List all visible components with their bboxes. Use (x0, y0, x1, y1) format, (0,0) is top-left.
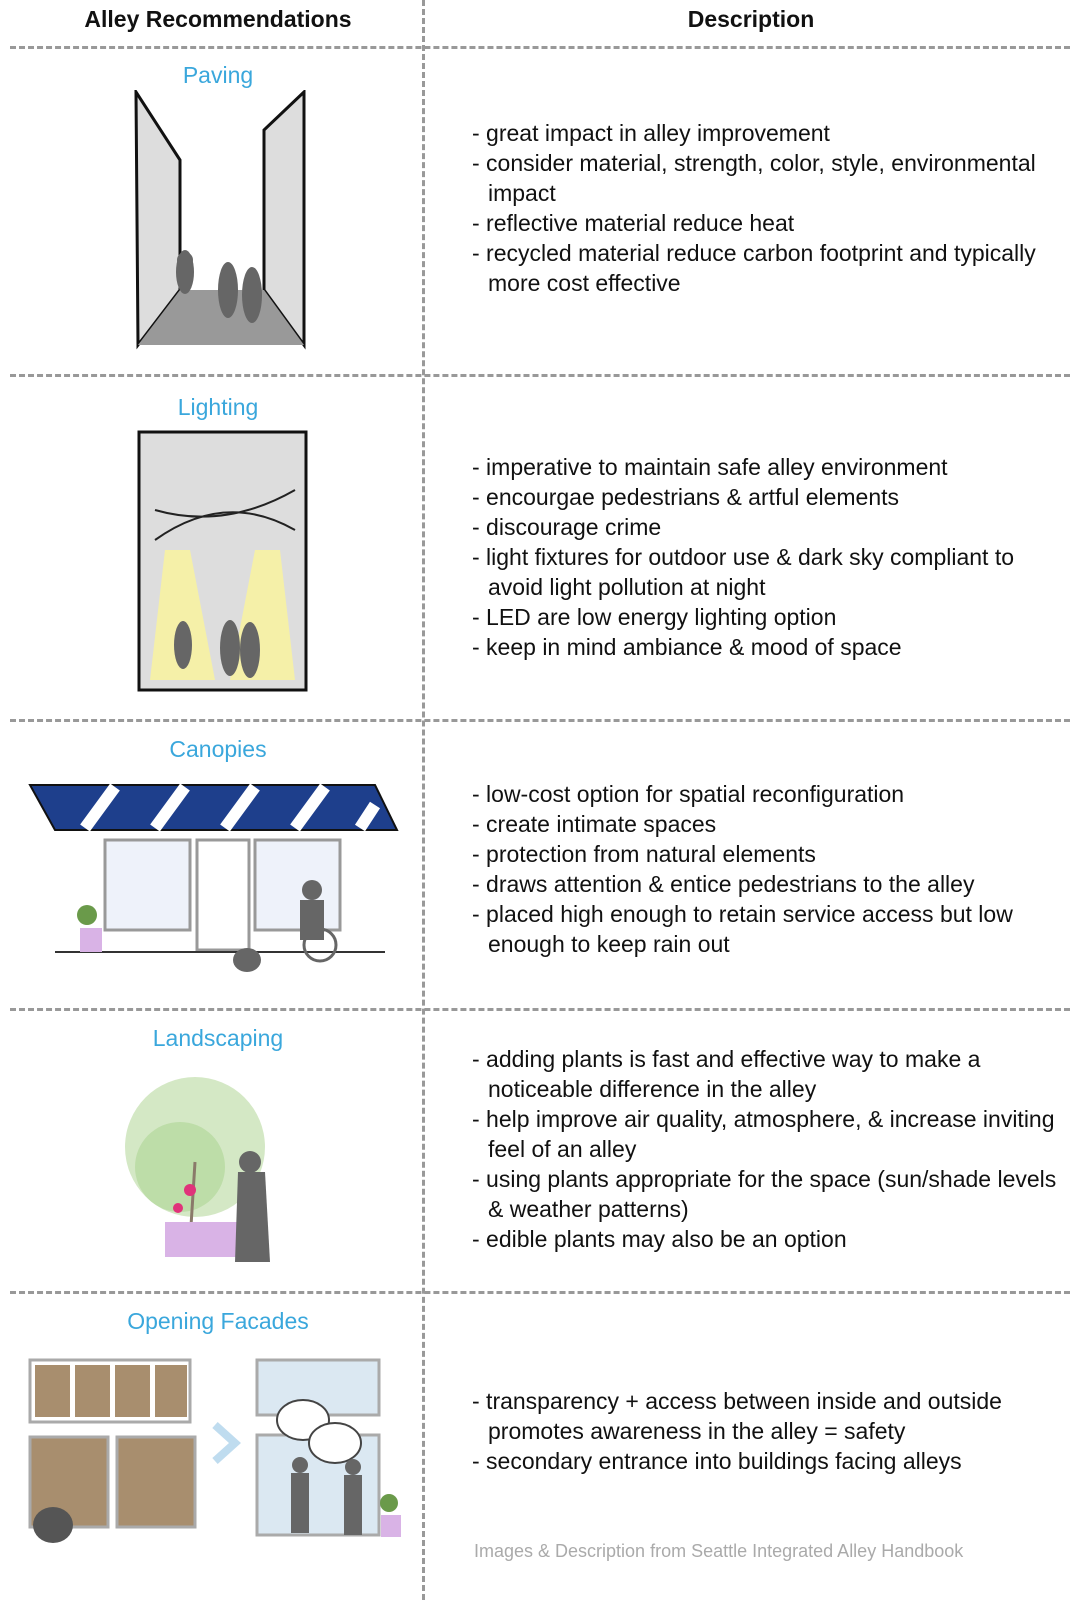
row-title: Lighting (177, 394, 259, 420)
lighting-illustration (137, 430, 308, 692)
description-item: - protection from natural elements (472, 841, 816, 867)
description: - great impact in alley improvement - con… (472, 118, 1072, 298)
row-divider (10, 1291, 1070, 1294)
description: - adding plants is fast and effective wa… (472, 1044, 1072, 1254)
description: - transparency + access between inside a… (472, 1386, 1072, 1476)
description-item: - encourgae pedestrians & artful element… (472, 484, 900, 510)
row-divider (10, 1008, 1070, 1011)
canopies-illustration (28, 783, 399, 972)
row-divider (10, 374, 1070, 377)
description-item: - secondary entrance into buildings faci… (472, 1448, 962, 1474)
description-item: - transparency + access between inside a… (472, 1388, 1002, 1444)
description-item: - placed high enough to retain service a… (472, 901, 1013, 957)
column-divider (422, 0, 425, 1600)
description-item: - help improve air quality, atmosphere, … (472, 1106, 1055, 1162)
description-item: - imperative to maintain safe alley envi… (472, 454, 948, 480)
description-item: - keep in mind ambiance & mood of space (472, 634, 902, 660)
row-divider (10, 719, 1070, 722)
description-item: - consider material, strength, color, st… (472, 150, 1036, 206)
facades-illustration (28, 1358, 401, 1543)
paving-illustration (134, 90, 306, 350)
description-item: - discourage crime (472, 514, 662, 540)
description-item: - LED are low energy lighting option (472, 604, 837, 630)
description: - imperative to maintain safe alley envi… (472, 452, 1072, 662)
description-item: - create intimate spaces (472, 811, 717, 837)
footer-credit: Images & Description from Seattle Integr… (474, 1541, 964, 1561)
description-item: - light fixtures for outdoor use & dark … (472, 544, 1015, 600)
row-title: Canopies (169, 736, 267, 762)
description-item: - adding plants is fast and effective wa… (472, 1046, 981, 1102)
column-header: Alley Recommendations (84, 6, 352, 32)
description-item: - reflective material reduce heat (472, 210, 795, 236)
column-header: Description (687, 6, 815, 32)
description-item: - recycled material reduce carbon footpr… (472, 240, 1036, 296)
description-item: - using plants appropriate for the space… (472, 1166, 1057, 1222)
row-title: Landscaping (152, 1025, 284, 1051)
row-divider (10, 46, 1070, 49)
description-item: - great impact in alley improvement (472, 120, 830, 146)
description-item: - edible plants may also be an option (472, 1226, 847, 1252)
row-title: Paving (182, 62, 254, 88)
row-title: Opening Facades (127, 1308, 309, 1334)
landscaping-illustration (125, 1077, 270, 1262)
description: - low-cost option for spatial reconfigur… (472, 779, 1072, 959)
description-item: - low-cost option for spatial reconfigur… (472, 781, 905, 807)
description-item: - draws attention & entice pedestrians t… (472, 871, 975, 897)
